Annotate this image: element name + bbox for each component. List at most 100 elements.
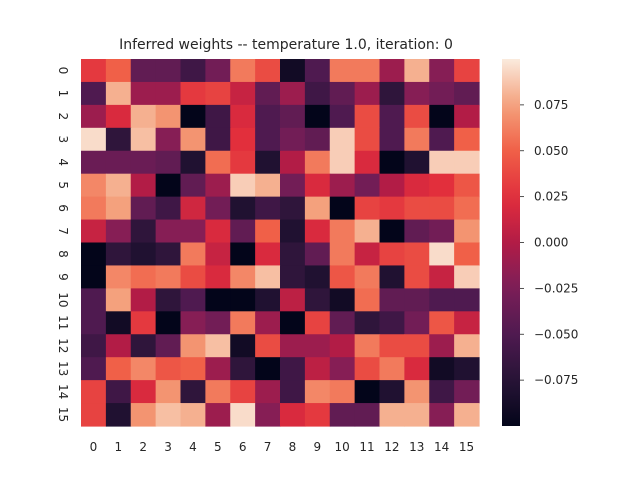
heatmap-cell [329,380,356,404]
heatmap-cell [155,242,182,267]
y-tick-label: 13 [56,361,70,376]
colorbar-tick-label: 0.000 [534,236,568,250]
heatmap-cell [454,403,480,427]
heatmap-cell [304,104,331,129]
heatmap-cell [180,59,206,83]
heatmap-cell [81,357,107,381]
y-tick-label: 3 [56,135,70,143]
x-tick-label: 2 [139,440,147,454]
heatmap-cell [280,127,306,152]
heatmap-cell [454,380,480,404]
heatmap-cell [429,311,455,335]
y-tick-label: 7 [56,227,70,235]
x-tick-label: 11 [359,440,374,454]
heatmap-cell [354,81,381,106]
colorbar [502,59,520,426]
heatmap-cell [454,104,480,129]
heatmap-cell [404,150,430,175]
heatmap-cell [329,196,356,221]
heatmap-cell [255,104,281,129]
heatmap-cell [130,59,157,83]
heatmap-cell [379,196,405,221]
heatmap-cell [280,380,306,404]
heatmap-cell [105,265,132,289]
heatmap-cell [230,288,256,312]
x-tick-label: 6 [239,440,247,454]
heatmap-cell [280,81,306,106]
heatmap-cell [354,242,381,267]
heatmap-cell [354,173,381,198]
heatmap-cell [81,334,107,358]
heatmap-cell [404,127,430,152]
heatmap-cell [404,219,430,244]
heatmap-cell [280,265,306,289]
heatmap-cell [180,311,206,335]
heatmap-cell [205,288,231,312]
y-tick-label: 14 [56,384,70,399]
heatmap-cell [454,334,480,358]
heatmap-cell [255,127,281,152]
y-tick-label: 0 [56,67,70,75]
heatmap-cell [205,380,231,404]
colorbar-tick-label: 0.025 [534,190,568,204]
heatmap-cell [404,288,430,312]
heatmap-cell [230,265,256,289]
heatmap-cell [180,173,206,198]
heatmap-cell [379,403,405,427]
heatmap-cell [105,380,132,404]
heatmap-cell [155,81,182,106]
heatmap-cell [205,150,231,175]
heatmap-cell [354,196,381,221]
heatmap-cell [429,196,455,221]
heatmap-cell [354,403,381,427]
heatmap-cell [429,380,455,404]
heatmap-cell [205,59,231,83]
heatmap-cell [130,81,157,106]
x-tick-label: 8 [289,440,297,454]
heatmap-cell [454,265,480,289]
heatmap-cell [255,357,281,381]
heatmap-cell [255,173,281,198]
heatmap-cell [255,380,281,404]
heatmap-cell [105,81,132,106]
heatmap-cell [155,59,182,83]
heatmap-cell [304,288,331,312]
heatmap-cell [454,242,480,267]
heatmap-cell [354,150,381,175]
heatmap-cell [81,104,107,129]
heatmap-cell [454,173,480,198]
heatmap-cell [280,173,306,198]
heatmap-cell [404,81,430,106]
heatmap-cell [379,357,405,381]
heatmap-cell [155,127,182,152]
heatmap-cell [130,219,157,244]
heatmap-cell [429,59,455,83]
x-tick-label: 9 [313,440,321,454]
heatmap-cell [255,403,281,427]
heatmap-cell [155,219,182,244]
x-tick-label: 12 [384,440,399,454]
heatmap-cell [304,357,331,381]
heatmap-cell [454,127,480,152]
heatmap-cell [429,127,455,152]
heatmap-cell [280,104,306,129]
y-tick-label: 1 [56,90,70,98]
heatmap-cell [130,288,157,312]
heatmap-cell [105,196,132,221]
chart-title: Inferred weights -- temperature 1.0, ite… [119,37,453,53]
heatmap-cell [105,173,132,198]
heatmap-cell [280,334,306,358]
heatmap-cell [354,311,381,335]
heatmap-cell [155,150,182,175]
heatmap-cell [404,265,430,289]
heatmap-cell [230,403,256,427]
heatmap-cell [354,59,381,83]
heatmap-cell [255,150,281,175]
heatmap-cell [81,403,107,427]
y-tick-label: 11 [56,315,70,330]
heatmap-cell [280,242,306,267]
heatmap-cell [404,334,430,358]
heatmap-cell [205,311,231,335]
heatmap-cells [81,59,480,427]
